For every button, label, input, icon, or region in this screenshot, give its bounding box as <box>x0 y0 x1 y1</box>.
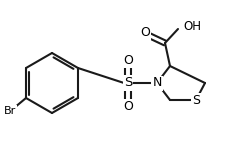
Text: O: O <box>140 27 150 40</box>
Text: Br: Br <box>4 106 16 116</box>
Text: O: O <box>123 53 133 66</box>
Text: S: S <box>192 93 200 106</box>
Text: OH: OH <box>183 20 201 33</box>
Text: N: N <box>152 77 162 89</box>
Text: S: S <box>124 77 132 89</box>
Text: O: O <box>123 100 133 113</box>
